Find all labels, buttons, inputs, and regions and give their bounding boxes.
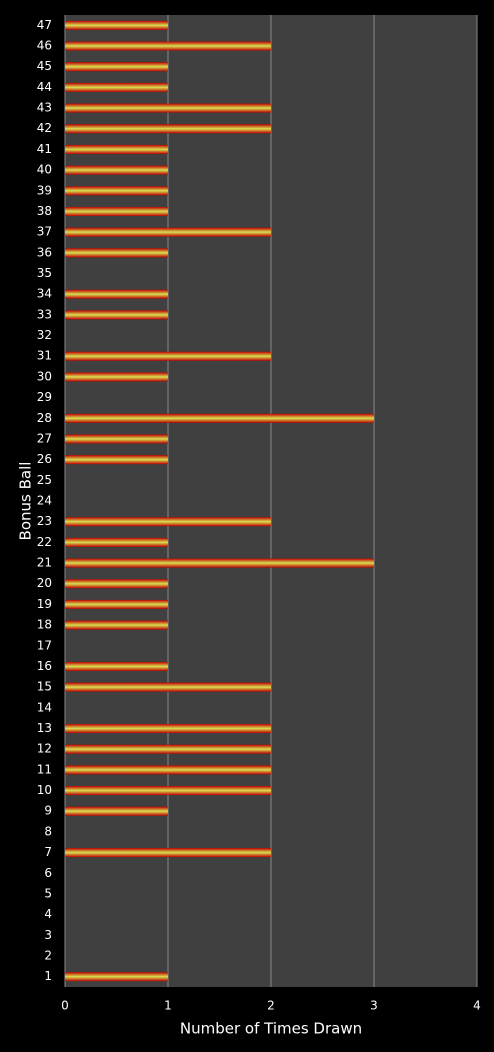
bar <box>65 972 168 982</box>
bar <box>65 579 168 589</box>
x-axis-title: Number of Times Drawn <box>180 1020 362 1038</box>
x-tick-label: 1 <box>164 999 172 1013</box>
y-tick-label: 21 <box>37 556 52 570</box>
bar <box>65 599 168 609</box>
x-tick-label: 2 <box>267 999 275 1013</box>
bar <box>65 351 271 361</box>
y-tick-label: 40 <box>37 163 52 177</box>
bar <box>65 289 168 299</box>
y-tick-label: 1 <box>44 969 52 983</box>
bar <box>65 186 168 196</box>
y-tick-label: 33 <box>37 307 52 321</box>
bar <box>65 806 168 816</box>
bar <box>65 517 271 527</box>
y-tick-label: 27 <box>37 431 52 445</box>
bar <box>65 723 271 733</box>
y-tick-label: 34 <box>37 287 52 301</box>
bar <box>65 848 271 858</box>
y-tick-label: 4 <box>44 907 52 921</box>
x-tick-label: 3 <box>370 999 378 1013</box>
bar <box>65 558 374 568</box>
y-tick-label: 36 <box>37 245 52 259</box>
bar <box>65 227 271 237</box>
bar <box>65 62 168 72</box>
y-tick-label: 39 <box>37 183 52 197</box>
y-tick-label: 6 <box>44 866 52 880</box>
y-tick-label: 8 <box>44 824 52 838</box>
bar <box>65 41 271 51</box>
bar <box>65 537 168 547</box>
bar <box>65 682 271 692</box>
y-tick-label: 5 <box>44 886 52 900</box>
y-tick-label: 3 <box>44 928 52 942</box>
y-tick-label: 26 <box>37 452 52 466</box>
y-tick-label: 2 <box>44 948 52 962</box>
y-tick-label: 17 <box>37 638 52 652</box>
y-axis-title: Bonus Ball <box>17 462 35 541</box>
bar <box>65 744 271 754</box>
bar <box>65 82 168 92</box>
bar <box>65 661 168 671</box>
y-tick-label: 37 <box>37 225 52 239</box>
bar <box>65 455 168 465</box>
y-tick-label: 18 <box>37 618 52 632</box>
y-tick-label: 29 <box>37 390 52 404</box>
y-tick-label: 19 <box>37 597 52 611</box>
bar <box>65 310 168 320</box>
y-tick-label: 42 <box>37 121 52 135</box>
x-tick-label: 4 <box>473 999 481 1013</box>
y-tick-label: 25 <box>37 473 52 487</box>
y-tick-label: 47 <box>37 18 52 32</box>
y-tick-label: 32 <box>37 328 52 342</box>
y-tick-label: 23 <box>37 514 52 528</box>
y-tick-label: 12 <box>37 742 52 756</box>
y-tick-label: 11 <box>37 762 52 776</box>
bar <box>65 620 168 630</box>
bar <box>65 206 168 216</box>
x-tick-label: 0 <box>61 999 69 1013</box>
y-tick-label: 14 <box>37 700 52 714</box>
y-tick-label: 9 <box>44 804 52 818</box>
bar <box>65 372 168 382</box>
y-tick-label: 41 <box>37 142 52 156</box>
y-tick-label: 28 <box>37 411 52 425</box>
y-tick-label: 24 <box>37 494 52 508</box>
y-tick-label: 31 <box>37 349 52 363</box>
y-tick-label: 22 <box>37 535 52 549</box>
bar <box>65 124 271 134</box>
y-tick-label: 38 <box>37 204 52 218</box>
bar <box>65 765 271 775</box>
bar <box>65 20 168 30</box>
y-tick-label: 10 <box>37 783 52 797</box>
bar <box>65 434 168 444</box>
bar <box>65 165 168 175</box>
y-tick-label: 44 <box>37 80 52 94</box>
bar <box>65 103 271 113</box>
y-tick-label: 30 <box>37 369 52 383</box>
y-tick-label: 15 <box>37 680 52 694</box>
bar <box>65 413 374 423</box>
y-tick-label: 35 <box>37 266 52 280</box>
y-tick-label: 43 <box>37 101 52 115</box>
y-tick-label: 46 <box>37 39 52 53</box>
y-tick-label: 7 <box>44 845 52 859</box>
bar <box>65 786 271 796</box>
y-tick-label: 45 <box>37 59 52 73</box>
y-tick-label: 16 <box>37 659 52 673</box>
y-tick-label: 13 <box>37 721 52 735</box>
bar <box>65 248 168 258</box>
bar <box>65 144 168 154</box>
y-tick-label: 20 <box>37 576 52 590</box>
